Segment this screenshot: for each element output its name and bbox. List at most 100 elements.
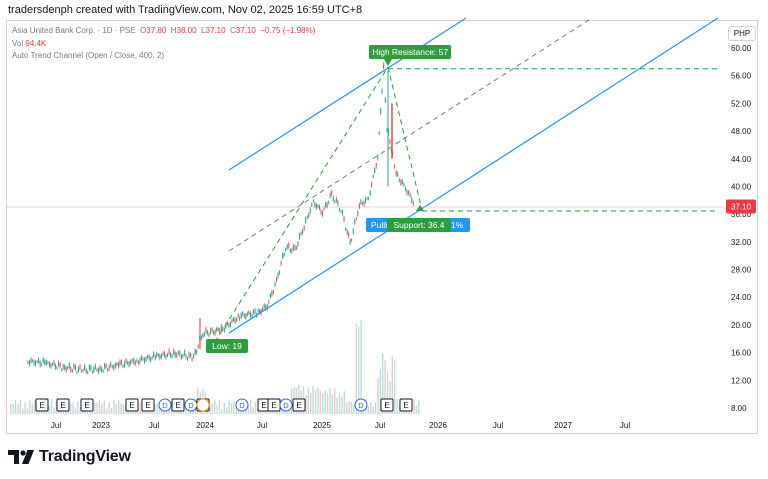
earnings-marker: [380, 398, 394, 412]
candle: [300, 232, 302, 235]
candle: [107, 368, 109, 372]
support-label: Support: 36.4: [393, 220, 444, 230]
indicator-label[interactable]: Auto Trend Channel (Open / Close, 400, 2…: [12, 51, 165, 60]
volume-bar: [221, 409, 223, 414]
candle: [381, 89, 383, 94]
candle: [190, 353, 192, 358]
candle: [36, 360, 38, 363]
candle: [179, 350, 181, 356]
candle: [237, 314, 239, 318]
candle: [232, 317, 235, 321]
symbol-title[interactable]: Asia United Bank Corp. · 1D · PSE: [12, 26, 136, 35]
candle: [289, 249, 291, 252]
candle: [383, 63, 385, 69]
x-tick-label: 2025: [313, 421, 331, 430]
candle: [368, 197, 370, 200]
candle: [160, 354, 162, 359]
volume-bar: [77, 401, 79, 414]
candle: [79, 364, 81, 370]
x-tick-label: Jul: [149, 421, 159, 430]
candle: [280, 261, 282, 266]
candle: [268, 300, 270, 304]
y-tick-label: 52.00: [731, 99, 752, 108]
volume-bar: [312, 386, 314, 414]
candle: [240, 313, 242, 319]
high-label-box: [369, 45, 393, 59]
volume-label[interactable]: Vol: [12, 38, 24, 48]
candle: [398, 178, 400, 182]
candle: [236, 318, 238, 322]
candle: [45, 360, 47, 365]
candle: [248, 311, 250, 315]
y-tick-label: 24.00: [731, 293, 752, 302]
candle: [125, 359, 127, 364]
y-tick-label: 40.00: [731, 182, 752, 191]
close-value: 37.10: [235, 26, 256, 35]
volume-bar: [194, 407, 197, 414]
candle: [305, 218, 307, 223]
volume-bar: [10, 403, 12, 414]
candle: [64, 365, 66, 370]
candle: [104, 363, 106, 369]
dividend-marker-label: D: [162, 401, 168, 410]
volume-bar: [413, 399, 415, 414]
candle: [309, 208, 311, 214]
volume-bar: [226, 407, 228, 414]
candle: [93, 367, 95, 372]
x-tick-label: Jul: [493, 421, 503, 430]
volume-bar: [360, 319, 362, 414]
candle: [409, 193, 411, 197]
candle: [246, 312, 248, 316]
volume-bar: [367, 406, 369, 414]
candle: [206, 330, 208, 335]
candle: [209, 328, 212, 334]
earnings-marker-label: E: [129, 401, 134, 410]
volume-bar: [168, 406, 170, 414]
candle: [27, 361, 29, 363]
candle: [223, 328, 225, 332]
earnings-marker: [292, 398, 306, 412]
volume-bar: [386, 372, 389, 414]
y-tick-label: 36.00: [731, 210, 752, 219]
candle: [377, 155, 379, 160]
y-tick-label: 28.00: [731, 266, 752, 275]
candle: [380, 108, 382, 114]
candle: [137, 361, 139, 364]
candle: [67, 366, 69, 369]
candle: [315, 204, 317, 209]
candle: [35, 361, 37, 366]
volume-bar: [355, 323, 357, 414]
volume-bar: [377, 377, 379, 414]
candle: [28, 360, 30, 366]
candle: [272, 290, 274, 294]
channel-lower-line: [228, 17, 719, 334]
candle: [153, 351, 155, 357]
volume-bar: [252, 407, 254, 414]
volume-bar: [24, 402, 26, 414]
candle: [105, 363, 107, 369]
volume-bar: [319, 390, 321, 414]
candle: [306, 215, 308, 219]
candle: [71, 370, 73, 372]
candle: [196, 349, 198, 354]
candle: [222, 326, 224, 331]
candle: [411, 197, 413, 203]
last-price-tag: [726, 199, 756, 214]
volume-bar: [250, 399, 252, 414]
candle: [182, 354, 184, 358]
candle: [340, 210, 342, 213]
candle: [53, 360, 55, 366]
currency-badge[interactable]: PHP: [728, 26, 756, 41]
candle: [260, 309, 262, 315]
candle: [234, 318, 236, 324]
candle: [76, 371, 78, 374]
candle: [271, 291, 273, 297]
candle: [312, 199, 314, 202]
candle: [166, 353, 169, 357]
earnings-marker-label: E: [296, 401, 301, 410]
volume-bar: [341, 396, 343, 414]
candle: [364, 198, 367, 203]
earnings-marker-label: E: [384, 401, 389, 410]
candle: [331, 190, 333, 196]
